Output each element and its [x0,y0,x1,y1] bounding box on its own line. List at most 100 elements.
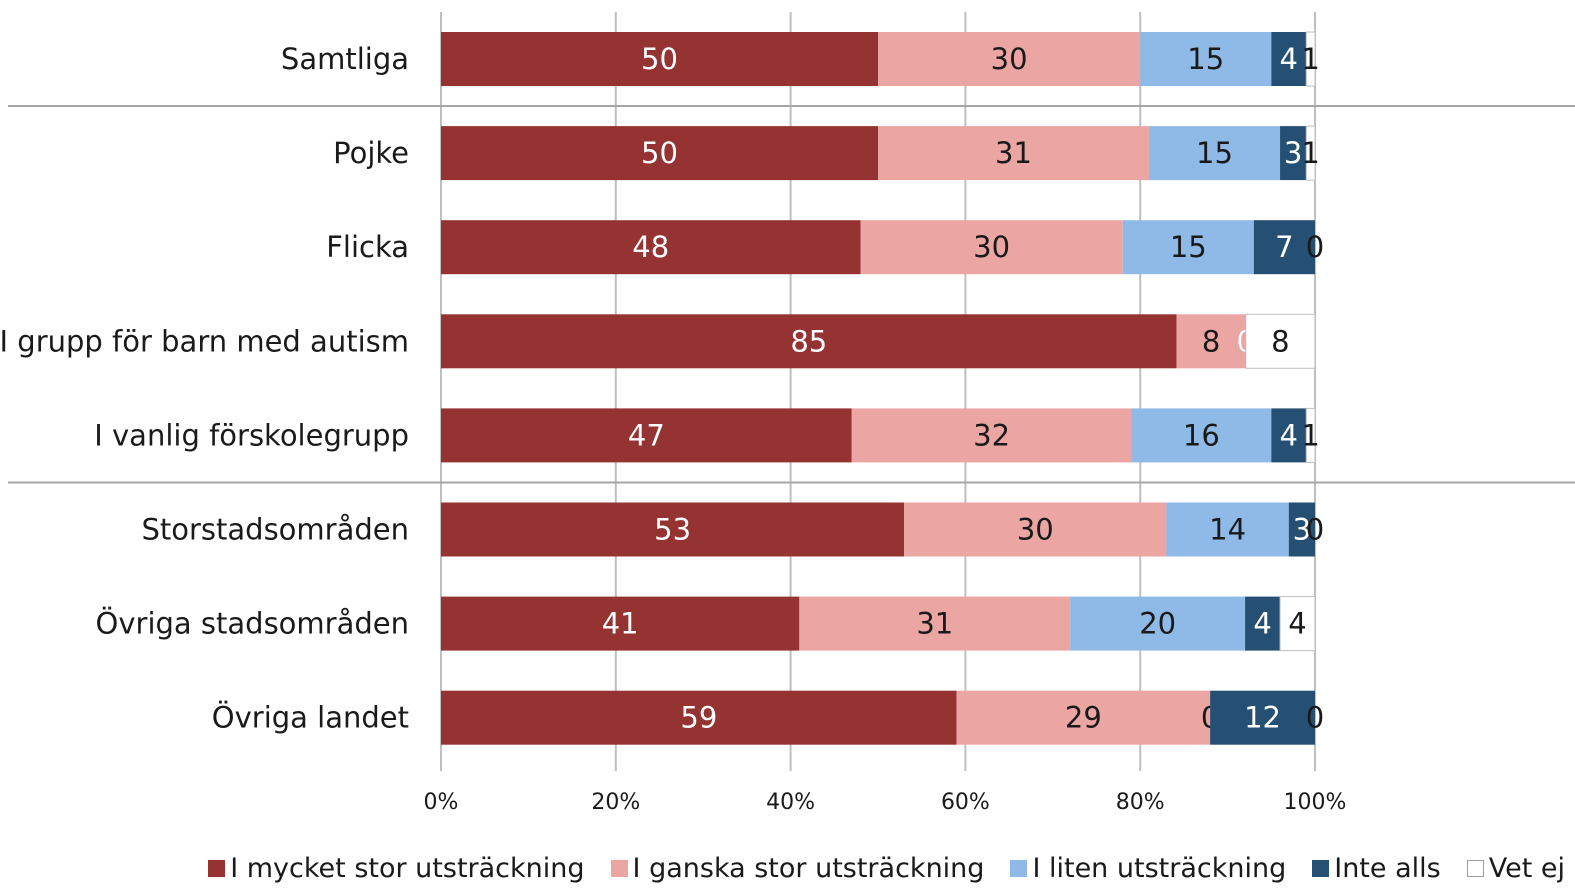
bar-segment [1279,596,1316,652]
data-label: 47 [628,418,665,452]
legend-swatch [1312,859,1330,877]
bar-segment [904,502,1167,557]
data-label: 0 [1306,513,1324,547]
bar-segment [441,314,1177,369]
bar-row-i-vanlig-forskolegrupp: I vanlig förskolegrupp 47 32 16 4 1 [94,407,1320,463]
data-label: 3 [1293,513,1311,547]
bar-row-samtliga: Samtliga 50 30 15 4 1 [281,31,1320,87]
bar-segment [1148,126,1281,181]
x-tick-label: 60% [941,790,990,815]
data-label: 1 [1301,42,1319,76]
data-label: 15 [1196,136,1233,170]
category-label: I grupp för barn med autism [0,324,409,358]
bar-segment [1166,502,1289,557]
bar-segment [1288,502,1315,557]
bar-segment [1140,32,1272,86]
data-label: 29 [1065,701,1102,735]
bar-row-pojke: Pojke 50 31 15 3 1 [333,125,1320,181]
bar-row-flicka: Flicka 48 30 15 7 0 [326,220,1324,275]
bar-segment [1305,31,1316,87]
bar-segment [441,32,878,86]
bar-segment [1271,32,1307,86]
bar-segment [441,220,861,275]
data-label: 12 [1244,701,1281,735]
data-label: 30 [991,42,1028,76]
data-label: 4 [1280,42,1298,76]
data-label: 4 [1280,418,1298,452]
legend-label: I mycket stor utsträckning [230,852,585,884]
bar-segment [878,126,1149,181]
bar-row-ovriga-stadsomraden: Övriga stadsområden 41 31 20 4 4 [96,596,1316,652]
data-label: 48 [632,230,669,264]
bar-segment [1305,407,1316,463]
data-label: 31 [916,607,953,641]
data-label: 50 [641,136,678,170]
bar-row-i-grupp-for-barn-med-autism: I grupp för barn med autism858008 [0,313,1316,369]
bar-segment [851,408,1132,463]
legend-label: Inte alls [1334,852,1441,884]
x-tick-label: 80% [1116,790,1165,815]
category-label: Övriga landet [212,701,409,735]
data-label: 16 [1183,418,1220,452]
data-label: 1 [1301,418,1319,452]
bar-segment [441,408,852,463]
x-tick-label: 40% [766,790,815,815]
category-label: Flicka [326,230,409,264]
legend-swatch [208,859,226,877]
x-tick-label: 20% [591,790,640,815]
data-label: 30 [1017,513,1054,547]
data-label: 0 [1306,230,1324,264]
data-label: 7 [1275,230,1293,264]
bar-segment [441,596,800,651]
category-label: Samtliga [281,42,409,76]
legend-swatch [610,859,628,877]
data-label: 14 [1209,513,1246,547]
bar-row-ovriga-landet: Övriga landet59290120 [212,690,1324,745]
x-tick-label: 100% [1284,790,1347,815]
bar-segment [1305,125,1316,181]
bar-segment [799,596,1071,651]
legend-swatch [1010,859,1028,877]
legend-item: Inte alls [1312,852,1441,884]
data-label: 4 [1288,607,1306,641]
data-label: 15 [1187,42,1224,76]
legend-item: Vet ej [1466,852,1565,884]
data-label: 20 [1139,607,1176,641]
category-label: Storstadsområden [141,513,409,547]
data-label: 50 [641,42,678,76]
legend-item: I liten utsträckning [1010,853,1286,884]
data-label: 8 [1271,324,1289,358]
data-label: 1 [1301,136,1319,170]
bar-segment [1253,220,1315,275]
data-label: 41 [602,607,639,641]
x-tick-label: 0% [424,790,459,815]
bar-segment [1210,690,1315,745]
bar-segment [878,32,1141,86]
bar-segment [956,690,1211,745]
data-label: 3 [1284,136,1302,170]
bar-segment [441,690,957,745]
bar-segment [1176,314,1246,369]
category-label: Pojke [333,136,409,170]
bar-segment [1070,596,1246,651]
bar-segment [441,502,905,557]
chart-legend: I mycket stor utsträckning I ganska stor … [0,848,1575,888]
data-label: 31 [995,136,1032,170]
legend-label: Vet ej [1488,852,1565,884]
data-label: 0 [1306,701,1324,735]
data-label: 8 [1202,324,1220,358]
bar-segment [1122,220,1254,275]
data-label: 59 [680,701,717,735]
bar-segment [441,126,878,181]
data-label: 85 [790,324,827,358]
legend-label: I ganska stor utsträckning [632,852,985,884]
bar-segment [860,220,1123,275]
legend-label: I liten utsträckning [1032,852,1287,884]
bar-segment [1271,408,1307,463]
legend-swatch [1466,859,1484,877]
legend-item: I mycket stor utsträckning [208,852,585,884]
bar-segment [1131,408,1272,463]
data-label: 4 [1253,607,1271,641]
